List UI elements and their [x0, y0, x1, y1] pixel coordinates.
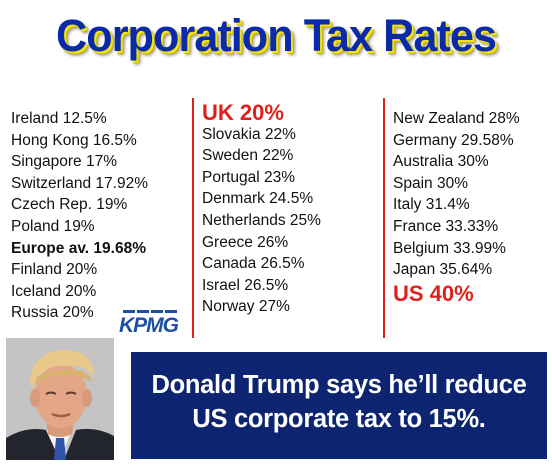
- banner-line-1: Donald Trump says he’ll reduce: [151, 371, 527, 399]
- portrait-photo-icon: [6, 338, 114, 460]
- tax-rate-item-europe-average: Europe av. 19.68%: [11, 239, 146, 257]
- tax-rate-item: Sweden 22%: [202, 147, 294, 165]
- tax-rate-item: Singapore 17%: [11, 153, 117, 171]
- tax-rate-item: Greece 26%: [202, 233, 289, 251]
- kpmg-logo: KPMG: [119, 310, 179, 338]
- page-title: Corporation Tax Rates: [56, 10, 497, 61]
- tax-rate-item: Iceland 20%: [11, 282, 97, 300]
- tax-rate-item: Germany 29.58%: [393, 131, 514, 149]
- tax-rate-item: Denmark 24.5%: [202, 190, 314, 208]
- tax-rate-item: Switzerland 17.92%: [11, 174, 148, 192]
- tax-rate-item-us: US 40%: [393, 280, 474, 306]
- tax-rate-item: Japan 35.64%: [393, 261, 493, 279]
- tax-rate-item: Norway 27%: [202, 298, 290, 316]
- tax-rate-item: Ireland 12.5%: [11, 110, 107, 127]
- column-divider-left: [192, 98, 194, 338]
- kpmg-logo-text: KPMG: [119, 314, 179, 337]
- tax-rate-column-1: Ireland 12.5% Hong Kong 16.5% Singapore …: [11, 108, 148, 324]
- tax-rate-item: Israel 26.5%: [202, 276, 289, 294]
- tax-rate-item: Russia 20%: [11, 304, 94, 322]
- tax-rate-item: Italy 31.4%: [393, 196, 470, 214]
- quote-banner: Donald Trump says he’ll reduce US corpor…: [131, 352, 547, 459]
- tax-rate-item: Hong Kong 16.5%: [11, 131, 137, 149]
- tax-rate-column-3: New Zealand 28% Germany 29.58% Australia…: [393, 108, 520, 304]
- tax-rate-item-uk: UK 20%: [202, 100, 284, 125]
- tax-rate-item: Canada 26.5%: [202, 255, 305, 273]
- tax-rate-item: Slovakia 22%: [202, 125, 296, 143]
- tax-rate-item: New Zealand 28%: [393, 110, 520, 127]
- tax-rate-item: Australia 30%: [393, 153, 489, 171]
- tax-rate-item: Czech Rep. 19%: [11, 196, 128, 214]
- column-divider-right: [383, 98, 385, 338]
- tax-rate-item: France 33.33%: [393, 217, 499, 235]
- tax-rate-item: Poland 19%: [11, 217, 95, 235]
- portrait-photo: [6, 338, 114, 460]
- tax-rate-item: Belgium 33.99%: [393, 239, 506, 257]
- kpmg-logo-bar: [123, 310, 179, 313]
- tax-rate-column-2: UK 20% Slovakia 22% Sweden 22% Portugal …: [202, 102, 321, 318]
- tax-rate-item: Netherlands 25%: [202, 211, 321, 229]
- tax-rate-item: Portugal 23%: [202, 168, 296, 186]
- tax-rate-item: Finland 20%: [11, 261, 98, 279]
- banner-line-2: US corporate tax to 15%.: [192, 405, 486, 433]
- tax-rate-item: Spain 30%: [393, 174, 468, 192]
